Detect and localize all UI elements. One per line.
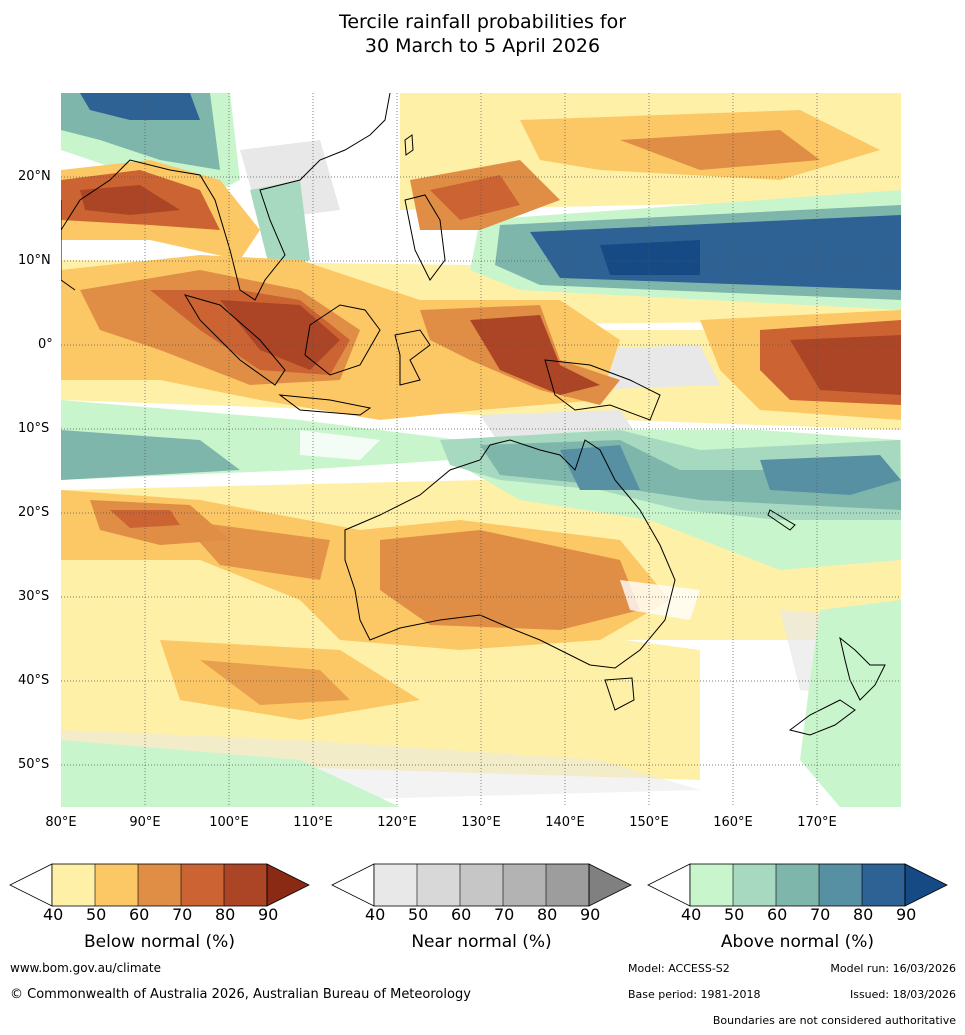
below-normal-title: Below normal (%) (84, 932, 235, 952)
model-run-text: Model run: 16/03/2026 (830, 962, 956, 975)
nz-north-island (839, 636, 886, 701)
near-tick-50: 50 (408, 905, 429, 924)
map-title-line1: Tercile rainfall probabilities for (338, 11, 627, 33)
lon-label-90e: 90°E (129, 815, 161, 830)
lon-label-80e: 80°E (45, 815, 77, 830)
asia-coastline (61, 93, 391, 301)
nz-south-island (788, 699, 856, 736)
near-tick-80: 80 (537, 905, 558, 924)
colorbar-near (331, 863, 632, 907)
lon-label-170e: 170°E (797, 815, 837, 830)
near-normal-title: Near normal (%) (411, 932, 552, 952)
near-tick-70: 70 (494, 905, 515, 924)
above-tick-50: 50 (724, 905, 745, 924)
below-tick-40: 40 (43, 905, 64, 924)
above-tick-70: 70 (810, 905, 831, 924)
lat-label-10s: 10°S (18, 421, 50, 436)
lon-label-100e: 100°E (209, 815, 249, 830)
below-tick-80: 80 (215, 905, 236, 924)
lon-label-110e: 110°E (293, 815, 333, 830)
colorbar-above (647, 863, 948, 907)
taiwan-coastline (404, 134, 414, 156)
below-tick-70: 70 (172, 905, 193, 924)
below-tick-90: 90 (258, 905, 279, 924)
tasmania-coastline (604, 677, 635, 711)
probability-field (61, 93, 901, 807)
australia-coastline (344, 439, 676, 669)
lat-label-20n: 20°N (18, 169, 51, 184)
copyright-text: © Commonwealth of Australia 2026, Austra… (10, 987, 471, 1002)
near-tick-90: 90 (580, 905, 601, 924)
lat-label-30s: 30°S (18, 589, 50, 604)
lat-label-10n: 10°N (18, 253, 51, 268)
map-title-line2: 30 March to 5 April 2026 (364, 35, 601, 57)
below-tick-50: 50 (86, 905, 107, 924)
sumatra-coastline (183, 294, 286, 386)
java-coastline (278, 394, 372, 416)
borneo-coastline (304, 304, 381, 376)
lat-label-20s: 20°S (18, 505, 50, 520)
above-tick-60: 60 (767, 905, 788, 924)
disclaimer-text: Boundaries are not considered authoritat… (712, 1014, 956, 1027)
colorbar-below (9, 863, 310, 907)
below-tick-60: 60 (129, 905, 150, 924)
lon-label-130e: 130°E (461, 815, 501, 830)
graticule (61, 93, 901, 807)
lat-label-50s: 50°S (18, 757, 50, 772)
new-caledonia-coastline (767, 509, 796, 531)
near-tick-60: 60 (451, 905, 472, 924)
near-tick-40: 40 (365, 905, 386, 924)
lon-label-140e: 140°E (545, 815, 585, 830)
lon-label-120e: 120°E (377, 815, 417, 830)
coastlines (61, 93, 886, 736)
website-link[interactable]: www.bom.gov.au/climate (10, 961, 161, 975)
above-tick-90: 90 (896, 905, 917, 924)
above-normal-title: Above normal (%) (720, 932, 875, 952)
above-tick-40: 40 (681, 905, 702, 924)
lon-label-150e: 150°E (629, 815, 669, 830)
lat-label-0: 0° (38, 337, 53, 352)
model-text: Model: ACCESS-S2 (628, 962, 730, 975)
sulawesi-coastline (394, 329, 431, 386)
above-tick-80: 80 (853, 905, 874, 924)
issued-text: Issued: 18/03/2026 (849, 988, 956, 1001)
base-period-text: Base period: 1981-2018 (628, 988, 761, 1001)
lon-label-160e: 160°E (713, 815, 753, 830)
lat-label-40s: 40°S (18, 673, 50, 688)
india-coastline (61, 200, 76, 291)
philippines-coastline (404, 194, 446, 281)
new-guinea-coastline (544, 359, 661, 421)
